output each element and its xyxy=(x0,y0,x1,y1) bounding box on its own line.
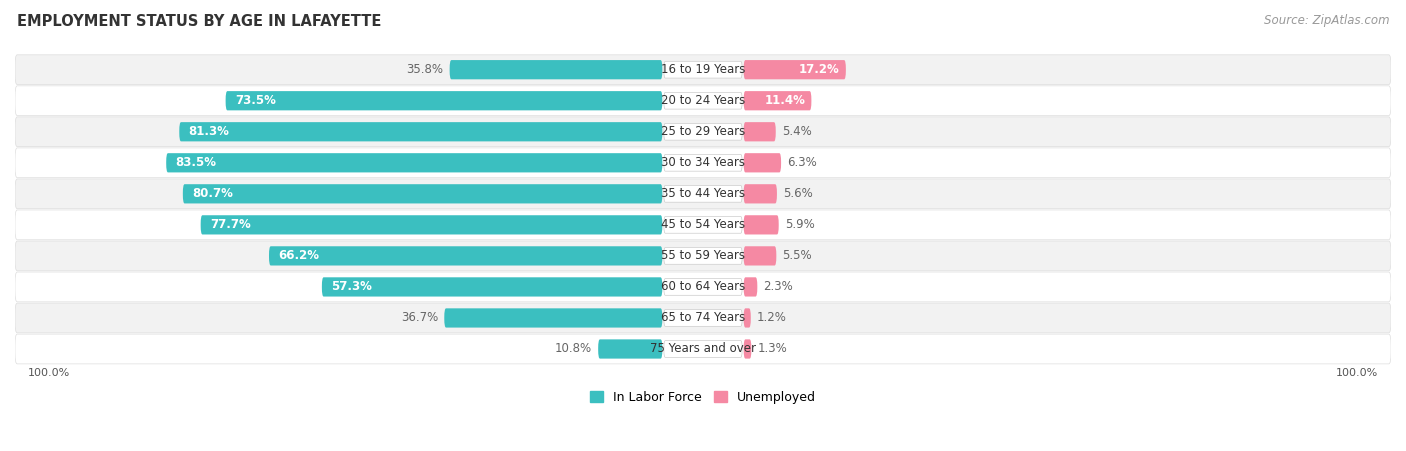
Legend: In Labor Force, Unemployed: In Labor Force, Unemployed xyxy=(585,386,821,409)
Text: 55 to 59 Years: 55 to 59 Years xyxy=(661,249,745,262)
Text: 81.3%: 81.3% xyxy=(188,125,229,138)
FancyBboxPatch shape xyxy=(15,334,1391,364)
FancyBboxPatch shape xyxy=(15,86,1391,115)
Text: 5.5%: 5.5% xyxy=(783,249,813,262)
Text: 1.3%: 1.3% xyxy=(758,342,787,355)
FancyBboxPatch shape xyxy=(444,308,662,327)
FancyBboxPatch shape xyxy=(664,124,742,140)
FancyBboxPatch shape xyxy=(269,246,662,266)
FancyBboxPatch shape xyxy=(664,216,742,233)
FancyBboxPatch shape xyxy=(664,341,742,357)
FancyBboxPatch shape xyxy=(15,303,1391,333)
FancyBboxPatch shape xyxy=(664,309,742,327)
FancyBboxPatch shape xyxy=(664,185,742,202)
Text: 60 to 64 Years: 60 to 64 Years xyxy=(661,281,745,294)
FancyBboxPatch shape xyxy=(15,272,1391,302)
Text: 35 to 44 Years: 35 to 44 Years xyxy=(661,187,745,200)
Text: 36.7%: 36.7% xyxy=(401,312,439,324)
Text: 30 to 34 Years: 30 to 34 Years xyxy=(661,156,745,169)
FancyBboxPatch shape xyxy=(664,279,742,295)
Text: 100.0%: 100.0% xyxy=(28,368,70,377)
FancyBboxPatch shape xyxy=(744,184,778,203)
Text: 17.2%: 17.2% xyxy=(799,63,839,76)
FancyBboxPatch shape xyxy=(180,122,662,141)
Text: 80.7%: 80.7% xyxy=(193,187,233,200)
FancyBboxPatch shape xyxy=(744,91,811,110)
FancyBboxPatch shape xyxy=(744,122,776,141)
Text: 66.2%: 66.2% xyxy=(278,249,319,262)
FancyBboxPatch shape xyxy=(744,277,758,297)
Text: 77.7%: 77.7% xyxy=(209,218,250,231)
Text: 20 to 24 Years: 20 to 24 Years xyxy=(661,94,745,107)
Text: 11.4%: 11.4% xyxy=(765,94,806,107)
Text: 73.5%: 73.5% xyxy=(235,94,276,107)
Text: Source: ZipAtlas.com: Source: ZipAtlas.com xyxy=(1264,14,1389,27)
FancyBboxPatch shape xyxy=(15,179,1391,209)
Text: EMPLOYMENT STATUS BY AGE IN LAFAYETTE: EMPLOYMENT STATUS BY AGE IN LAFAYETTE xyxy=(17,14,381,28)
Text: 25 to 29 Years: 25 to 29 Years xyxy=(661,125,745,138)
Text: 45 to 54 Years: 45 to 54 Years xyxy=(661,218,745,231)
FancyBboxPatch shape xyxy=(744,246,776,266)
FancyBboxPatch shape xyxy=(664,92,742,109)
FancyBboxPatch shape xyxy=(664,248,742,264)
Text: 16 to 19 Years: 16 to 19 Years xyxy=(661,63,745,76)
Text: 1.2%: 1.2% xyxy=(756,312,787,324)
FancyBboxPatch shape xyxy=(744,339,751,359)
FancyBboxPatch shape xyxy=(15,55,1391,85)
FancyBboxPatch shape xyxy=(201,215,662,235)
FancyBboxPatch shape xyxy=(744,60,846,79)
Text: 2.3%: 2.3% xyxy=(763,281,793,294)
Text: 75 Years and over: 75 Years and over xyxy=(650,342,756,355)
FancyBboxPatch shape xyxy=(664,61,742,78)
FancyBboxPatch shape xyxy=(15,148,1391,178)
FancyBboxPatch shape xyxy=(744,215,779,235)
FancyBboxPatch shape xyxy=(598,339,662,359)
Text: 35.8%: 35.8% xyxy=(406,63,443,76)
FancyBboxPatch shape xyxy=(744,308,751,327)
Text: 100.0%: 100.0% xyxy=(1336,368,1378,377)
FancyBboxPatch shape xyxy=(15,241,1391,271)
Text: 10.8%: 10.8% xyxy=(555,342,592,355)
FancyBboxPatch shape xyxy=(225,91,662,110)
FancyBboxPatch shape xyxy=(744,153,782,172)
Text: 5.4%: 5.4% xyxy=(782,125,811,138)
Text: 57.3%: 57.3% xyxy=(332,281,373,294)
Text: 5.6%: 5.6% xyxy=(783,187,813,200)
Text: 5.9%: 5.9% xyxy=(785,218,814,231)
Text: 6.3%: 6.3% xyxy=(787,156,817,169)
Text: 83.5%: 83.5% xyxy=(176,156,217,169)
FancyBboxPatch shape xyxy=(664,154,742,171)
FancyBboxPatch shape xyxy=(166,153,662,172)
FancyBboxPatch shape xyxy=(322,277,662,297)
FancyBboxPatch shape xyxy=(450,60,662,79)
FancyBboxPatch shape xyxy=(183,184,662,203)
FancyBboxPatch shape xyxy=(15,117,1391,147)
Text: 65 to 74 Years: 65 to 74 Years xyxy=(661,312,745,324)
FancyBboxPatch shape xyxy=(15,210,1391,240)
